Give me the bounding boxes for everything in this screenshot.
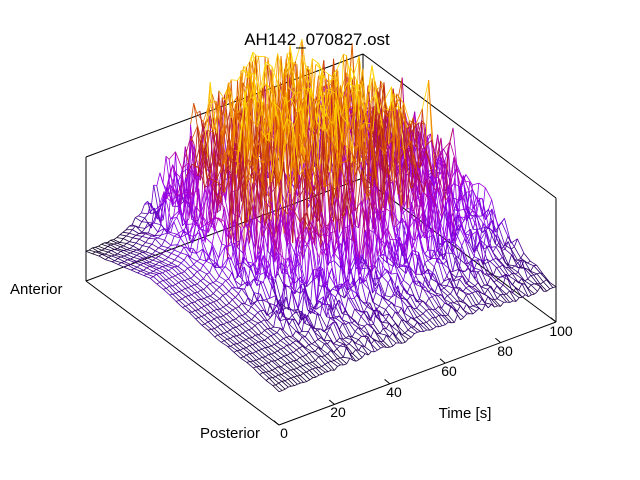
time-axis-ticks xyxy=(273,317,557,426)
time-tick-label-60: 60 xyxy=(441,363,457,379)
time-tick-label-80: 80 xyxy=(497,343,513,359)
time-tick-label-20: 20 xyxy=(330,404,346,420)
time-tick-label-40: 40 xyxy=(386,384,402,400)
anterior-axis-label: Anterior xyxy=(10,281,63,298)
time-axis-label: Time [s] xyxy=(439,405,492,422)
posterior-axis-label: Posterior xyxy=(200,425,260,442)
surface-mesh xyxy=(85,39,557,393)
plot-title: AH142_070827.ost xyxy=(244,30,390,49)
time-tick-label-0: 0 xyxy=(280,425,288,441)
time-tick-label-100: 100 xyxy=(549,323,573,339)
